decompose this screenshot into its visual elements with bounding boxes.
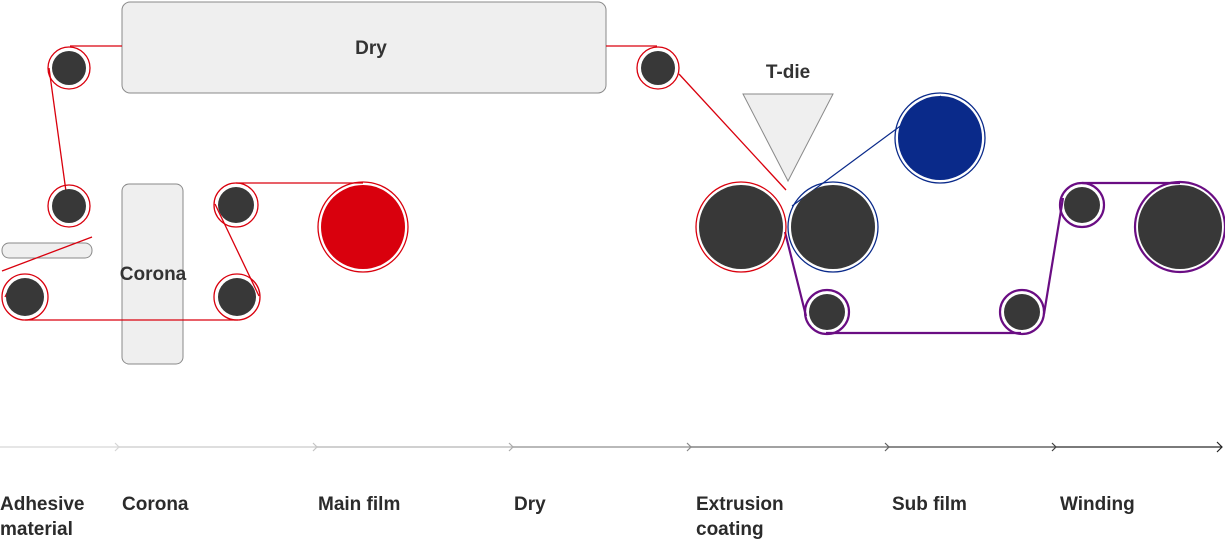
roller: [1004, 294, 1040, 330]
roller-ring: [47, 184, 91, 228]
main-web-path: [1, 45, 787, 321]
adhesive-bar: [1, 242, 93, 259]
chill-roll: [699, 185, 783, 269]
t-die-label: T-die: [766, 62, 810, 83]
dry-label: Dry: [355, 38, 387, 59]
roller-ring: [47, 46, 91, 90]
roller-ring: [636, 46, 680, 90]
stage-label-line1: Main film: [318, 494, 401, 515]
nip-roll-ring: [787, 181, 879, 273]
chill-roll-ring: [695, 181, 787, 273]
purple-web-path: [783, 181, 1180, 335]
roller-ring: [213, 182, 259, 228]
dry-oven: [121, 1, 607, 94]
roller-ring: [998, 288, 1046, 336]
stage-dry: Dry: [514, 492, 546, 517]
stage-winding: Winding: [1060, 492, 1135, 517]
stage-label-line1: Dry: [514, 494, 546, 515]
process-timeline: [0, 441, 1223, 453]
corona-unit: [121, 183, 184, 365]
stage-label-line1: Adhesive: [0, 494, 85, 515]
stage-label-line2: coating: [696, 519, 764, 540]
winding-roll: [1138, 185, 1222, 269]
stage-label-line1: Sub film: [892, 494, 967, 515]
sub-film-roll-ring: [894, 92, 986, 184]
roller: [641, 51, 675, 85]
roller: [218, 278, 256, 316]
winding-roll-ring: [1133, 180, 1225, 274]
roller: [218, 187, 254, 223]
roller: [809, 294, 845, 330]
roller: [52, 189, 86, 223]
roller-ring: [803, 288, 851, 336]
stage-sub-film: Sub film: [892, 492, 967, 517]
stage-label-line1: Corona: [122, 494, 189, 515]
stage-label-line1: Extrusion: [696, 494, 784, 515]
stage-label-line1: Winding: [1060, 494, 1135, 515]
stage-adhesive-material: Adhesive material: [0, 492, 84, 542]
roller: [6, 278, 44, 316]
roller: [1064, 187, 1100, 223]
stage-main-film: Main film: [318, 492, 400, 517]
main-film-roll: [321, 185, 405, 269]
nip-roll: [791, 185, 875, 269]
corona-label: Corona: [120, 264, 187, 285]
roller-ring: [1058, 181, 1106, 229]
rollers: [1, 46, 1225, 336]
roller-ring: [213, 273, 261, 321]
stage-corona: Corona: [122, 492, 189, 517]
stage-label-line2: material: [0, 519, 73, 540]
roller: [52, 51, 86, 85]
roller-ring: [1, 273, 49, 321]
t-die: [742, 93, 834, 183]
stage-extrusion-coating: Extrusion coating: [696, 492, 784, 542]
sub-film-roll: [898, 96, 982, 180]
main-film-roll-ring: [317, 181, 409, 273]
